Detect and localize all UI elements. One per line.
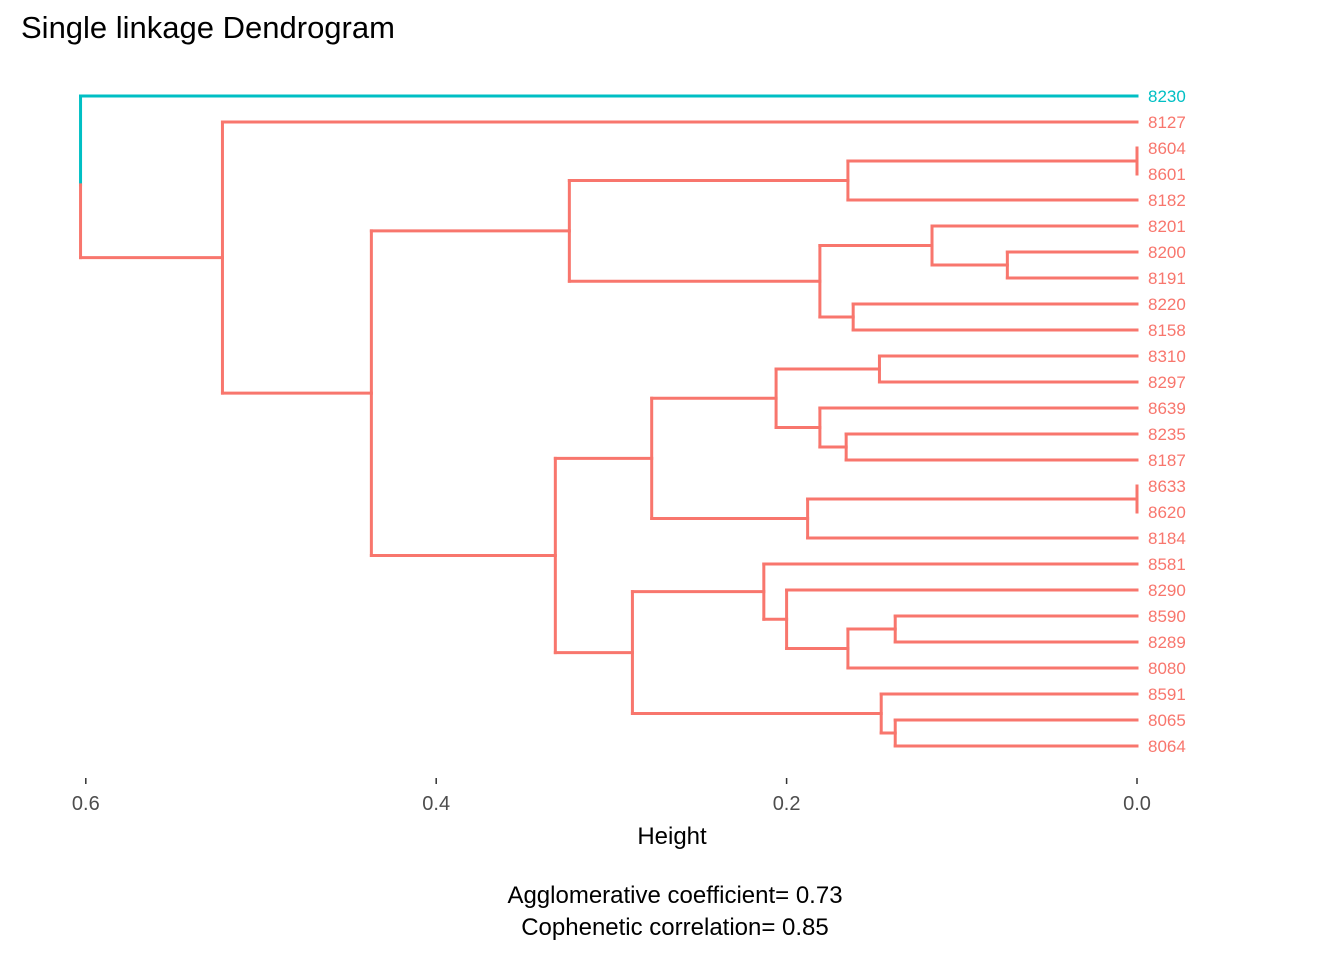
leaf-label-8127: 8127	[1148, 113, 1186, 132]
x-tick-label: 0.2	[773, 793, 801, 815]
cophenetic-correlation: Cophenetic correlation= 0.85	[521, 914, 829, 941]
chart-title: Single linkage Dendrogram	[21, 10, 395, 45]
leaf-label-8289: 8289	[1148, 633, 1186, 652]
x-axis-title: Height	[637, 823, 707, 850]
agglomerative-coefficient: Agglomerative coefficient= 0.73	[507, 882, 843, 909]
leaf-label-8187: 8187	[1148, 451, 1186, 470]
leaf-label-8290: 8290	[1148, 581, 1186, 600]
dendrogram-branches	[79, 94, 1139, 748]
x-tick-label: 0.0	[1123, 793, 1151, 815]
leaf-label-8591: 8591	[1148, 685, 1186, 704]
leaf-label-8230: 8230	[1148, 87, 1186, 106]
leaf-label-8200: 8200	[1148, 243, 1186, 262]
leaf-label-8604: 8604	[1148, 139, 1186, 158]
leaf-label-8201: 8201	[1148, 217, 1186, 236]
x-tick-label: 0.4	[422, 793, 450, 815]
leaf-label-8620: 8620	[1148, 503, 1186, 522]
leaf-label-8590: 8590	[1148, 607, 1186, 626]
leaf-label-8184: 8184	[1148, 529, 1186, 548]
leaf-label-8220: 8220	[1148, 295, 1186, 314]
leaf-label-8080: 8080	[1148, 659, 1186, 678]
leaf-label-8601: 8601	[1148, 165, 1186, 184]
leaf-label-8065: 8065	[1148, 711, 1186, 730]
leaf-label-8158: 8158	[1148, 321, 1186, 340]
leaf-label-8633: 8633	[1148, 477, 1186, 496]
x-axis: 0.6 0.4 0.2 0.0	[72, 778, 1151, 815]
leaf-label-8182: 8182	[1148, 191, 1186, 210]
leaf-label-8064: 8064	[1148, 737, 1186, 756]
leaf-label-8191: 8191	[1148, 269, 1186, 288]
x-tick-label: 0.6	[72, 793, 100, 815]
leaf-label-8235: 8235	[1148, 425, 1186, 444]
leaf-label-8310: 8310	[1148, 347, 1186, 366]
leaf-label-8297: 8297	[1148, 373, 1186, 392]
leaf-label-8639: 8639	[1148, 399, 1186, 418]
leaf-label-8581: 8581	[1148, 555, 1186, 574]
leaf-labels: 8230 8127 8604 8601 8182 8201 8200 8191 8220 8158…	[1148, 87, 1186, 756]
